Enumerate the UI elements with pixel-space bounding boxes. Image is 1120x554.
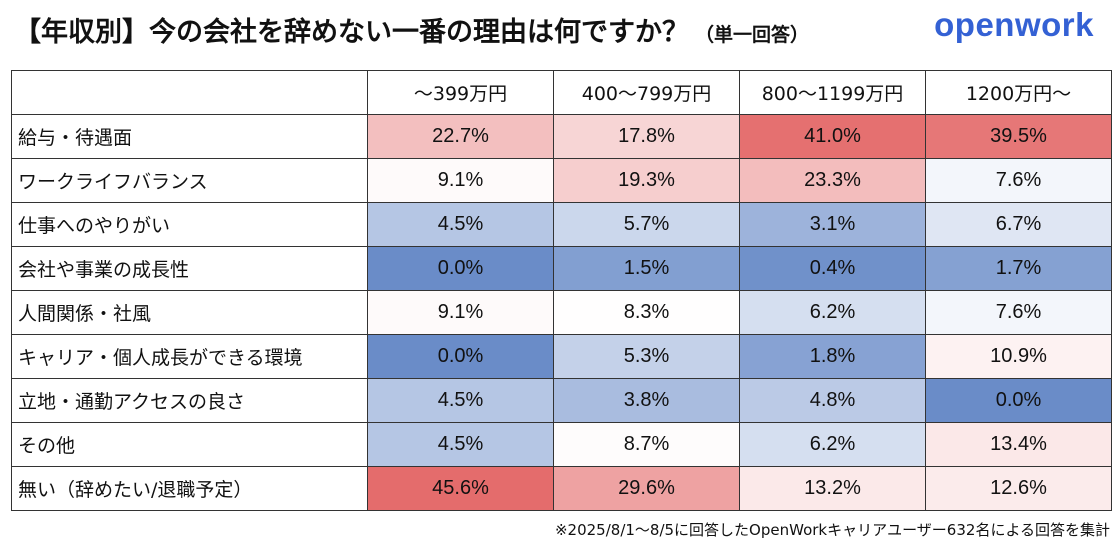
openwork-logo: openwork bbox=[934, 6, 1094, 43]
column-header: 〜399万円 bbox=[367, 70, 554, 115]
table-row: 会社や事業の成長性 0.0% 1.5% 0.4% 1.7% bbox=[11, 246, 1112, 291]
value-cell: 6.2% bbox=[739, 290, 926, 335]
value-cell: 13.4% bbox=[925, 422, 1112, 467]
table-row: 立地・通勤アクセスの良さ 4.5% 3.8% 4.8% 0.0% bbox=[11, 378, 1112, 423]
row-label: 仕事へのやりがい bbox=[11, 202, 368, 247]
table-row: 給与・待遇面 22.7% 17.8% 41.0% 39.5% bbox=[11, 114, 1112, 159]
value-cell: 6.7% bbox=[925, 202, 1112, 247]
value-cell: 19.3% bbox=[553, 158, 740, 203]
value-cell: 22.7% bbox=[367, 114, 554, 159]
value-cell: 9.1% bbox=[367, 290, 554, 335]
row-label: 立地・通勤アクセスの良さ bbox=[11, 378, 368, 423]
value-cell: 45.6% bbox=[367, 466, 554, 511]
row-label: その他 bbox=[11, 422, 368, 467]
table-body: 給与・待遇面 22.7% 17.8% 41.0% 39.5% ワークライフバランス 9.1%… bbox=[11, 114, 1112, 511]
value-cell: 0.0% bbox=[925, 378, 1112, 423]
data-table: 〜399万円 400〜799万円 800〜1199万円 1200万円〜 給与・待… bbox=[11, 70, 1112, 511]
column-header: 400〜799万円 bbox=[553, 70, 740, 115]
row-label: ワークライフバランス bbox=[11, 158, 368, 203]
table-row: ワークライフバランス 9.1% 19.3% 23.3% 7.6% bbox=[11, 158, 1112, 203]
row-label: 無い（辞めたい/退職予定） bbox=[11, 466, 368, 511]
value-cell: 4.5% bbox=[367, 422, 554, 467]
value-cell: 17.8% bbox=[553, 114, 740, 159]
row-label: キャリア・個人成長ができる環境 bbox=[11, 334, 368, 379]
value-cell: 39.5% bbox=[925, 114, 1112, 159]
table-row: 無い（辞めたい/退職予定） 45.6% 29.6% 13.2% 12.6% bbox=[11, 466, 1112, 511]
table-row: その他 4.5% 8.7% 6.2% 13.4% bbox=[11, 422, 1112, 467]
value-cell: 13.2% bbox=[739, 466, 926, 511]
value-cell: 5.7% bbox=[553, 202, 740, 247]
footnote: ※2025/8/1〜8/5に回答したOpenWorkキャリアユーザー632名によ… bbox=[554, 521, 1110, 539]
table-row: 人間関係・社風 9.1% 8.3% 6.2% 7.6% bbox=[11, 290, 1112, 335]
value-cell: 5.3% bbox=[553, 334, 740, 379]
row-label: 人間関係・社風 bbox=[11, 290, 368, 335]
column-header: 1200万円〜 bbox=[925, 70, 1112, 115]
column-header: 800〜1199万円 bbox=[739, 70, 926, 115]
chart-subtitle: （単一回答） bbox=[695, 24, 810, 46]
value-cell: 1.8% bbox=[739, 334, 926, 379]
value-cell: 1.5% bbox=[553, 246, 740, 291]
value-cell: 10.9% bbox=[925, 334, 1112, 379]
value-cell: 4.5% bbox=[367, 202, 554, 247]
value-cell: 0.4% bbox=[739, 246, 926, 291]
value-cell: 3.1% bbox=[739, 202, 926, 247]
value-cell: 7.6% bbox=[925, 290, 1112, 335]
value-cell: 29.6% bbox=[553, 466, 740, 511]
value-cell: 3.8% bbox=[553, 378, 740, 423]
value-cell: 4.5% bbox=[367, 378, 554, 423]
value-cell: 1.7% bbox=[925, 246, 1112, 291]
row-label: 給与・待遇面 bbox=[11, 114, 368, 159]
value-cell: 7.6% bbox=[925, 158, 1112, 203]
value-cell: 41.0% bbox=[739, 114, 926, 159]
value-cell: 0.0% bbox=[367, 246, 554, 291]
chart-title-text: 【年収別】今の会社を辞めない一番の理由は何ですか？ bbox=[14, 17, 689, 48]
value-cell: 4.8% bbox=[739, 378, 926, 423]
row-label: 会社や事業の成長性 bbox=[11, 246, 368, 291]
value-cell: 9.1% bbox=[367, 158, 554, 203]
header-row: 〜399万円 400〜799万円 800〜1199万円 1200万円〜 bbox=[11, 70, 1112, 115]
value-cell: 12.6% bbox=[925, 466, 1112, 511]
value-cell: 0.0% bbox=[367, 334, 554, 379]
table-row: キャリア・個人成長ができる環境 0.0% 5.3% 1.8% 10.9% bbox=[11, 334, 1112, 379]
value-cell: 8.7% bbox=[553, 422, 740, 467]
value-cell: 23.3% bbox=[739, 158, 926, 203]
header-corner bbox=[11, 70, 368, 115]
value-cell: 8.3% bbox=[553, 290, 740, 335]
value-cell: 6.2% bbox=[739, 422, 926, 467]
table-row: 仕事へのやりがい 4.5% 5.7% 3.1% 6.7% bbox=[11, 202, 1112, 247]
chart-title: 【年収別】今の会社を辞めない一番の理由は何ですか？ （単一回答） bbox=[14, 10, 809, 49]
